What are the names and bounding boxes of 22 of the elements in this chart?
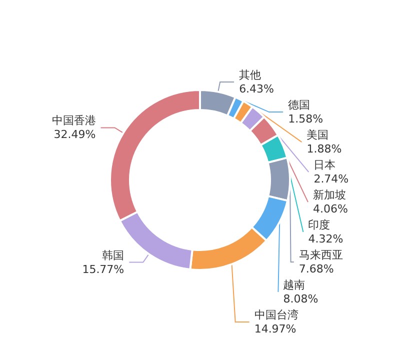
data-label: 6.43% [239, 82, 274, 96]
slice-label: 中国香港 [52, 114, 96, 128]
slice-label: 中国台湾 [254, 308, 298, 322]
data-label: 1.58% [288, 112, 324, 126]
slice-label: 韩国 [102, 248, 124, 262]
data-label: 2.74% [314, 172, 349, 186]
data-label: 4.32% [308, 232, 344, 246]
slice-label: 日本 [314, 158, 336, 172]
data-label: 8.08% [283, 292, 318, 306]
data-label: 14.97% [254, 322, 296, 336]
slice-label: 美国 [306, 128, 329, 142]
data-label: 4.06% [312, 202, 348, 216]
data-label: 1.88% [306, 142, 342, 156]
data-label: 32.49% [54, 128, 96, 142]
data-label: 7.68% [298, 262, 334, 276]
slice-label: 马来西亚 [298, 248, 343, 262]
slice-label: 新加坡 [312, 188, 346, 202]
slice-label: 越南 [283, 278, 306, 292]
data-label: 15.77% [82, 262, 124, 276]
slice-label: 印度 [308, 218, 330, 232]
slice-label: 其他 [239, 68, 262, 82]
slice-label: 德国 [288, 98, 310, 112]
